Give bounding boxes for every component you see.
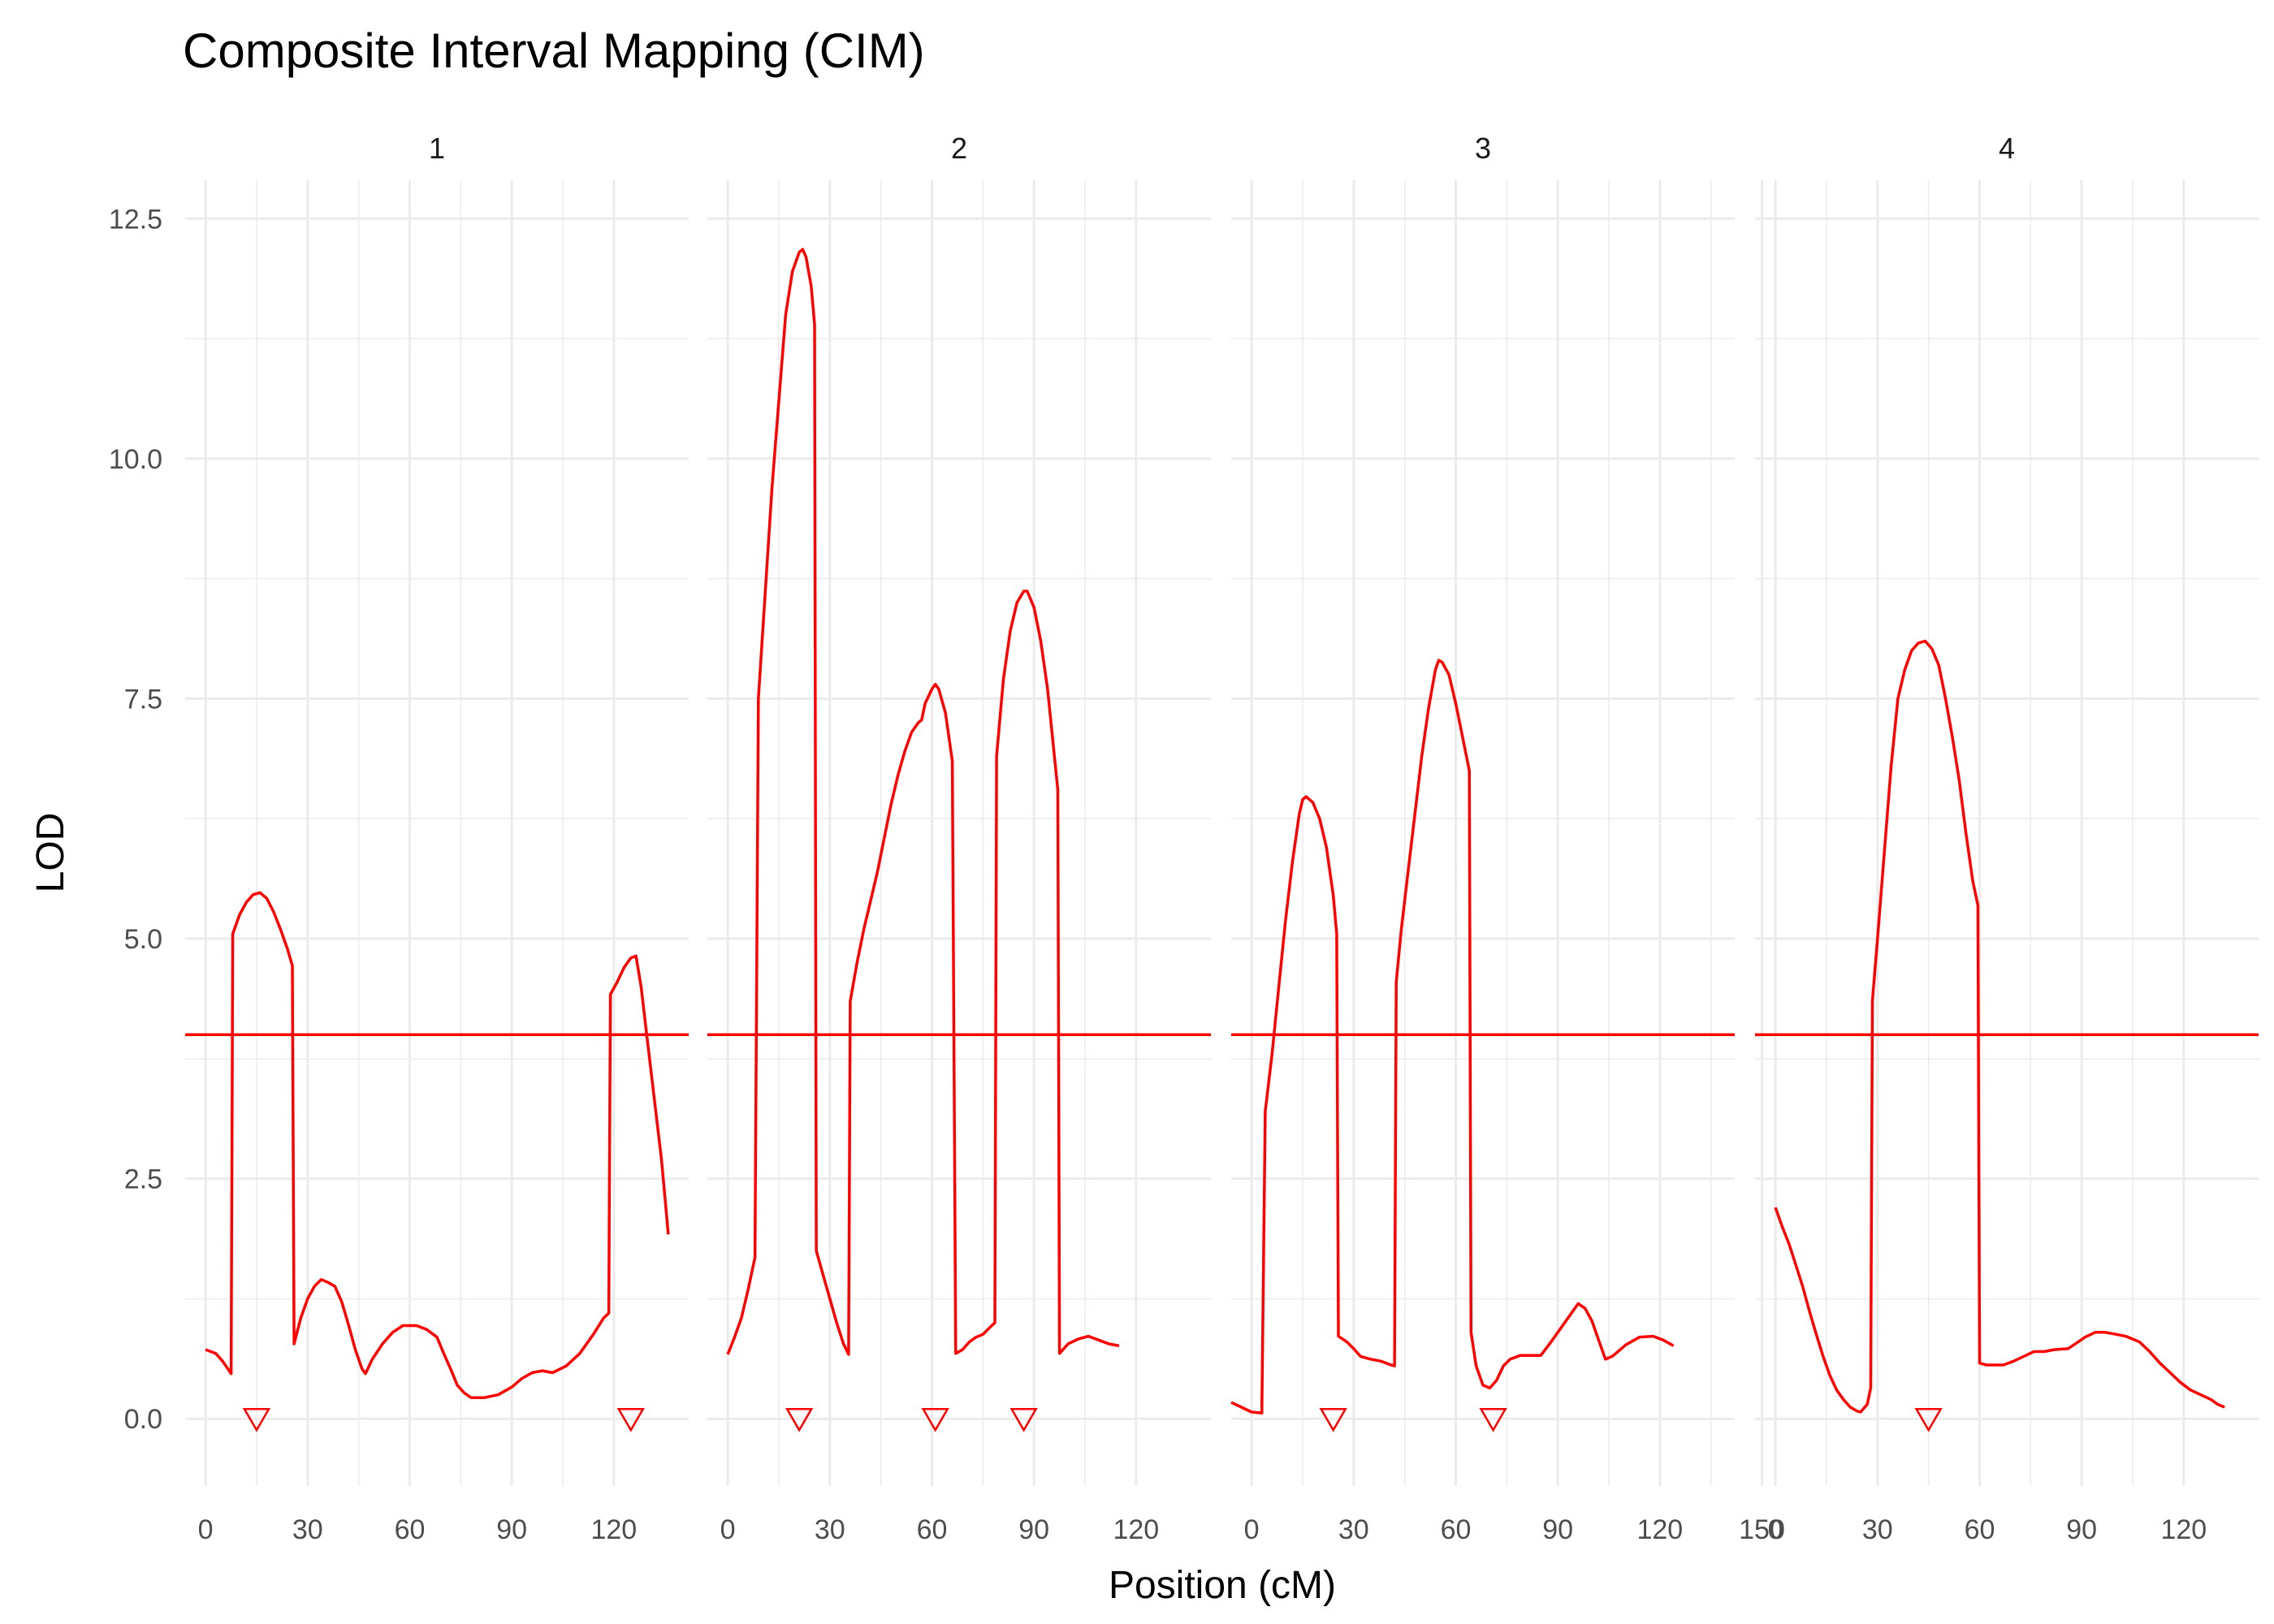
gridlines [1231, 180, 1764, 1486]
x-tick-label: 30 [1338, 1514, 1369, 1545]
facet-strip-label: 1 [429, 132, 445, 165]
qtl-marker [1479, 1407, 1507, 1432]
gridlines [185, 180, 689, 1486]
qtl-marker [1009, 1407, 1038, 1432]
x-tick-label: 90 [2066, 1514, 2097, 1545]
x-tick-label: 30 [1862, 1514, 1893, 1545]
y-tick-label: 12.5 [109, 204, 162, 235]
facet-panel-4: 0 30 60 90 120 4 [1755, 132, 2259, 1545]
x-tick-label: 60 [917, 1514, 948, 1545]
x-tick-label: 60 [1441, 1514, 1472, 1545]
x-tick-label: 90 [1542, 1514, 1573, 1545]
x-tick-label: 90 [496, 1514, 527, 1545]
lod-profile-line [1230, 659, 1675, 1415]
y-tick-label: 7.5 [124, 684, 162, 715]
x-tick-label: 60 [395, 1514, 426, 1545]
x-tick-label: 120 [1636, 1514, 1683, 1545]
y-axis-title: LOD [29, 813, 72, 893]
y-axis: 0.0 2.5 5.0 7.5 10.0 12.5 [109, 204, 162, 1435]
qtl-marker [1914, 1407, 1943, 1432]
chart-title: Composite Interval Mapping (CIM) [183, 24, 925, 78]
x-tick-label: 120 [2160, 1514, 2207, 1545]
x-tick-label: 120 [1113, 1514, 1159, 1545]
qtl-marker [242, 1407, 271, 1432]
y-tick-label: 5.0 [124, 924, 162, 955]
qtl-marker [1319, 1407, 1347, 1432]
facet-panel-2: 0 30 60 90 120 2 [707, 132, 1211, 1545]
facet-strip-label: 4 [1999, 132, 2015, 165]
qtl-marker [785, 1407, 814, 1432]
lod-profile-line [205, 891, 670, 1399]
gridlines [707, 180, 1211, 1486]
y-tick-label: 10.0 [109, 444, 162, 475]
qtl-marker [921, 1407, 949, 1432]
qtl-marker [616, 1407, 645, 1432]
gridlines [1755, 180, 2259, 1486]
x-axis-title: Position (cM) [1109, 1564, 1336, 1607]
x-tick-label: 90 [1018, 1514, 1049, 1545]
x-tick-label: 150 [1739, 1514, 1785, 1545]
x-tick-label: 0 [720, 1514, 736, 1545]
facet-panel-1: 0 30 60 90 120 1 [185, 132, 689, 1545]
lod-profile-line [1774, 639, 2225, 1414]
facet-strip-label: 2 [951, 132, 967, 165]
lod-profile-line [726, 248, 1120, 1356]
x-tick-label: 30 [815, 1514, 845, 1545]
x-tick-label: 0 [1768, 1514, 1783, 1545]
x-tick-label: 120 [590, 1514, 637, 1545]
x-tick-label: 0 [1244, 1514, 1260, 1545]
x-tick-label: 60 [1965, 1514, 1995, 1545]
x-tick-label: 30 [292, 1514, 323, 1545]
x-tick-label: 0 [198, 1514, 214, 1545]
facet-panel-3: 0 30 60 90 120 150 3 [1230, 132, 1785, 1545]
y-tick-label: 0.0 [124, 1404, 162, 1435]
facet-strip-label: 3 [1475, 132, 1491, 165]
y-tick-label: 2.5 [124, 1164, 162, 1195]
